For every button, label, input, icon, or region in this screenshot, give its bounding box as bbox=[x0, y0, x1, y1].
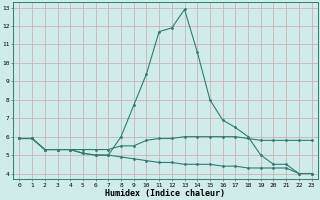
X-axis label: Humidex (Indice chaleur): Humidex (Indice chaleur) bbox=[106, 189, 226, 198]
